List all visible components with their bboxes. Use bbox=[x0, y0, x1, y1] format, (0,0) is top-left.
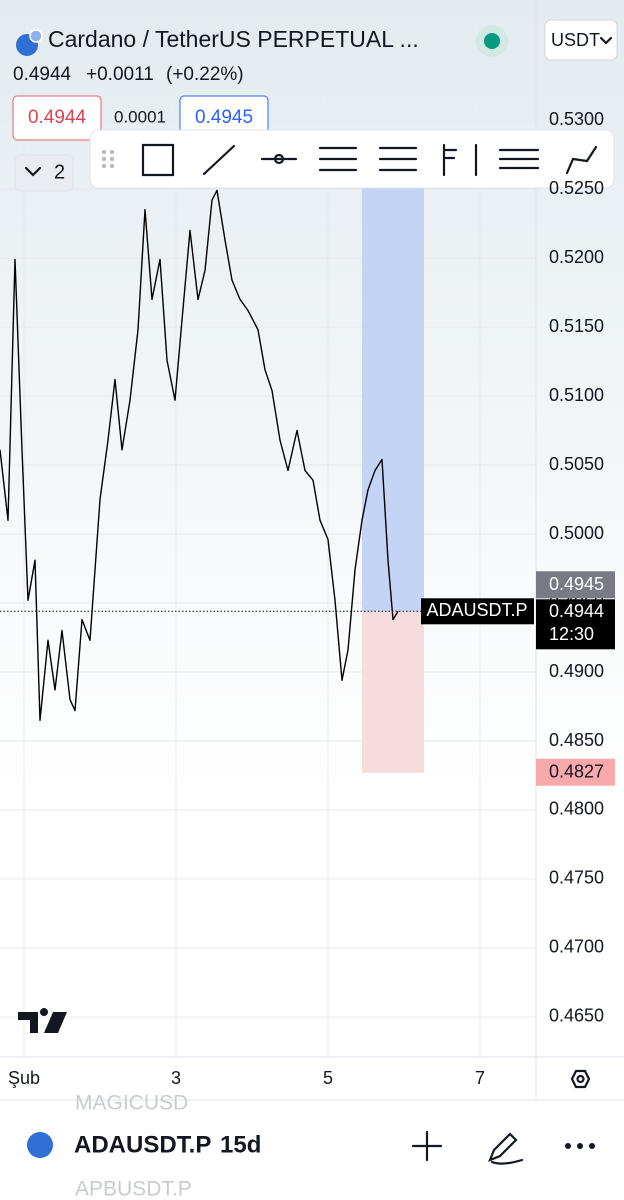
spread: 0.0001 bbox=[114, 107, 166, 126]
x-tick-label: 7 bbox=[475, 1068, 485, 1088]
more-button[interactable] bbox=[565, 1143, 595, 1149]
y-tick-label: 0.4650 bbox=[549, 1006, 604, 1026]
drawing-toolbar bbox=[89, 129, 615, 189]
fib-tool[interactable] bbox=[318, 146, 358, 172]
tradingview-logo bbox=[18, 1008, 67, 1033]
footer-interval[interactable]: 15d bbox=[220, 1131, 261, 1158]
rectangle-tool[interactable] bbox=[141, 143, 175, 177]
plot bbox=[0, 0, 536, 1057]
symbol-label: ADAUSDT.P bbox=[426, 600, 527, 620]
y-tick-label: 0.4900 bbox=[549, 661, 604, 681]
currency-button[interactable] bbox=[544, 19, 618, 61]
pattern-tool[interactable] bbox=[565, 145, 598, 175]
x-tick-label: Şub bbox=[8, 1068, 40, 1088]
y-tick-label: 0.5100 bbox=[549, 385, 604, 405]
position-stop-zone bbox=[361, 611, 424, 773]
stop-price-label: 0.4827 bbox=[549, 761, 604, 781]
coin-icon bbox=[27, 1132, 53, 1158]
chevron bbox=[599, 36, 613, 45]
symbol-title: Cardano / TetherUS PERPETUAL ... bbox=[48, 26, 419, 52]
next-symbol: APBUSDT.P bbox=[75, 1178, 192, 1200]
market-status[interactable] bbox=[484, 33, 500, 49]
drag-handle bbox=[102, 150, 114, 168]
last-price-bg bbox=[536, 599, 615, 650]
position-target-zone bbox=[361, 140, 424, 612]
ask-price: 0.4945 bbox=[195, 107, 253, 128]
price-change: +0.0011 bbox=[86, 64, 154, 85]
ask-price-label: 0.4945 bbox=[549, 574, 604, 594]
previous-symbol: MAGICUSD bbox=[75, 1092, 188, 1115]
footer-symbol[interactable]: ADAUSDT.P bbox=[74, 1131, 211, 1158]
stop-price-bg bbox=[536, 758, 615, 786]
last-price: 0.4944 bbox=[13, 64, 72, 85]
y-tick-label: 0.5250 bbox=[549, 178, 604, 198]
y-tick-label: 0.5050 bbox=[549, 454, 604, 474]
sell-button[interactable] bbox=[12, 95, 102, 141]
x-tick-label: 3 bbox=[171, 1068, 181, 1088]
y-tick-label: 0.5150 bbox=[549, 316, 604, 336]
y-tick-label: 0.4800 bbox=[549, 799, 604, 819]
currency: USDT bbox=[551, 30, 600, 50]
horizontal-ray-tool[interactable] bbox=[260, 153, 298, 165]
add-button[interactable] bbox=[411, 1130, 443, 1162]
parallel-lines-tool[interactable] bbox=[498, 148, 540, 170]
y-tick-label: 0.4700 bbox=[549, 937, 604, 957]
y-tick-label: 0.5300 bbox=[549, 109, 604, 129]
y-tick-label: 0.4750 bbox=[549, 868, 604, 888]
ask-price-bg bbox=[536, 571, 615, 599]
trend-line-tool[interactable] bbox=[202, 144, 236, 176]
price-line bbox=[0, 189, 399, 721]
price-change-pct: (+0.22%) bbox=[166, 64, 244, 85]
x-tick-label: 5 bbox=[323, 1068, 333, 1088]
draw-button[interactable] bbox=[488, 1132, 524, 1165]
countdown-label: 12:30 bbox=[549, 624, 594, 644]
y-tick-label: 0.5200 bbox=[549, 247, 604, 267]
y-tick-label: 0.4850 bbox=[549, 730, 604, 750]
fib-extension-tool[interactable] bbox=[378, 146, 418, 172]
chevron bbox=[24, 166, 42, 177]
chart-settings[interactable] bbox=[570, 1069, 591, 1089]
coin-badge bbox=[29, 29, 43, 43]
indicators-toggle[interactable] bbox=[14, 154, 74, 192]
bid-price: 0.4944 bbox=[28, 107, 87, 128]
y-tick-label: 0.5000 bbox=[549, 523, 604, 543]
indicator-count: 2 bbox=[54, 161, 65, 183]
volume-profile-tool[interactable] bbox=[442, 143, 478, 177]
symbol-label-bg bbox=[421, 598, 534, 625]
last-price-label: 0.4944 bbox=[549, 601, 604, 621]
